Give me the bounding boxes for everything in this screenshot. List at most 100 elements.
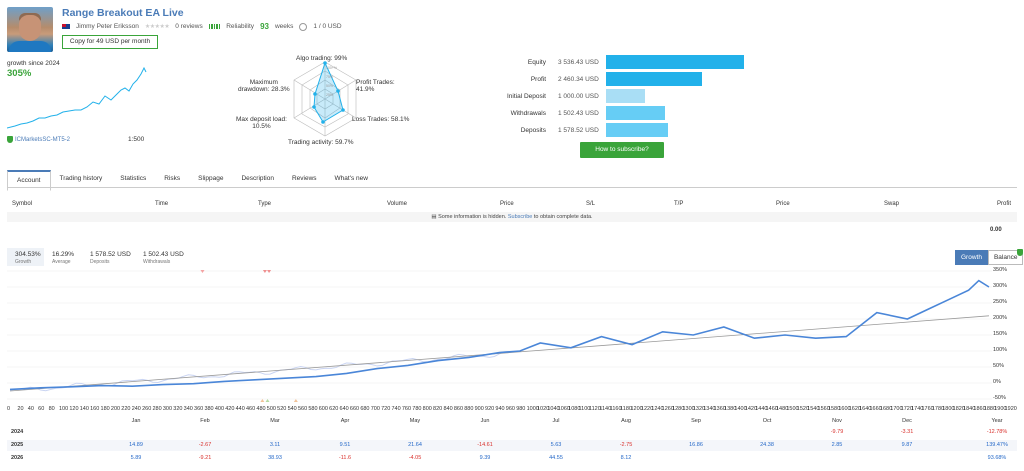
author-name[interactable]: Jimmy Peter Eriksson bbox=[76, 23, 139, 30]
tab-description[interactable]: Description bbox=[241, 175, 274, 182]
tab-statistics[interactable]: Statistics bbox=[120, 175, 147, 182]
note-suffix: to obtain complete data. bbox=[533, 214, 593, 220]
radar-point-loss bbox=[341, 108, 345, 112]
month-header: Oct bbox=[762, 418, 772, 424]
radar-profit-value: 41.9% bbox=[356, 86, 375, 94]
finance-bar bbox=[606, 72, 702, 86]
radar-point-algo bbox=[323, 61, 327, 65]
leverage: 1:500 bbox=[128, 136, 145, 143]
col-type[interactable]: Type bbox=[258, 201, 272, 207]
withdrawal-marker-icon bbox=[262, 270, 267, 273]
col-price[interactable]: Price bbox=[500, 201, 514, 207]
growth-chart[interactable] bbox=[7, 265, 992, 405]
stat-growth-value: 304.53% bbox=[15, 251, 41, 258]
col-tp[interactable]: T/P bbox=[674, 201, 684, 207]
author-avatar[interactable] bbox=[7, 7, 53, 52]
radar-deposit-value: 10.5% bbox=[252, 123, 271, 131]
tab-slippage[interactable]: Slippage bbox=[198, 175, 224, 182]
signal-title[interactable]: Range Breakout EA Live bbox=[62, 7, 184, 19]
x-tick-label: 1640 bbox=[859, 406, 872, 412]
month-header: Jun bbox=[480, 418, 490, 424]
tab-whats-new[interactable]: What's new bbox=[334, 175, 368, 182]
x-tick-label: 340 bbox=[183, 406, 193, 412]
reliability-bars-icon bbox=[208, 24, 221, 29]
col-time[interactable]: Time bbox=[155, 201, 169, 207]
monthly-return-cell: 9.87 bbox=[901, 442, 913, 448]
col-volume[interactable]: Volume bbox=[387, 201, 408, 207]
x-tick-label: 1300 bbox=[682, 406, 695, 412]
x-tick-label: 1080 bbox=[568, 406, 581, 412]
tab-account[interactable]: Account bbox=[7, 170, 51, 191]
x-tick-label: 0 bbox=[7, 406, 11, 412]
monthly-return-cell: -12.78% bbox=[986, 429, 1008, 435]
year-label: 2024 bbox=[11, 429, 24, 435]
stat-growth[interactable]: 304.53% Growth bbox=[15, 251, 41, 265]
x-tick-label: 40 bbox=[27, 406, 34, 412]
month-header: Mar bbox=[270, 418, 280, 424]
stat-deposits-label: Deposits bbox=[90, 259, 110, 265]
y-tick-label: 300% bbox=[993, 283, 1008, 289]
radar-label-algo: Algo trading: 99% bbox=[296, 55, 348, 62]
col-symbol[interactable]: Symbol bbox=[12, 201, 33, 207]
chart-mode-toggle: Growth Balance bbox=[955, 250, 1024, 265]
y-tick-label: 150% bbox=[993, 331, 1008, 337]
radar-drawdown-title: Maximum bbox=[249, 79, 278, 86]
x-tick-label: 400 bbox=[214, 406, 225, 412]
monthly-return-cell: 93.68% bbox=[987, 455, 1007, 461]
weeks-label: weeks bbox=[274, 23, 294, 30]
copy-button[interactable]: Copy for 49 USD per month bbox=[62, 35, 158, 49]
x-tick-label: 540 bbox=[287, 406, 297, 412]
x-tick-label: 1800 bbox=[942, 406, 955, 412]
radar-label-drawdown: Maximum drawdown: 28.3% bbox=[238, 79, 290, 94]
radar-deposit-title: Max deposit load: bbox=[236, 116, 287, 123]
x-tick-label: 860 bbox=[453, 406, 464, 412]
month-header: Feb bbox=[200, 418, 210, 424]
year-label: 2025 bbox=[11, 442, 24, 448]
x-tick-label: 1260 bbox=[661, 406, 674, 412]
col-swap[interactable]: Swap bbox=[884, 201, 900, 207]
x-tick-label: 240 bbox=[131, 406, 141, 412]
x-tick-label: 940 bbox=[495, 406, 505, 412]
x-tick-label: 1860 bbox=[973, 406, 986, 412]
stat-average[interactable]: 16.29% Average bbox=[52, 251, 74, 265]
col-profit[interactable]: Profit bbox=[997, 201, 1012, 207]
col-close-price[interactable]: Price bbox=[776, 201, 790, 207]
subscribe-button[interactable]: How to subscribe? bbox=[580, 142, 664, 158]
tab-risks[interactable]: Risks bbox=[164, 175, 181, 182]
x-tick-label: 1320 bbox=[692, 406, 706, 412]
month-header: Jul bbox=[552, 418, 560, 424]
x-tick-label: 80 bbox=[48, 406, 55, 412]
subscribers-count: 1 / 0 USD bbox=[313, 23, 342, 30]
x-tick-label: 1360 bbox=[713, 406, 726, 412]
growth-since-label: growth since 2024 bbox=[7, 60, 60, 67]
month-header: Dec bbox=[902, 418, 912, 424]
broker-name[interactable]: ICMarketsSC-MT5-2 bbox=[15, 136, 71, 143]
col-sl[interactable]: S/L bbox=[586, 201, 596, 207]
x-tick-label: 760 bbox=[401, 406, 412, 412]
finance-value: 1 502.43 USD bbox=[558, 110, 599, 117]
stat-withdrawals[interactable]: 1 502.43 USD Withdrawals bbox=[143, 251, 184, 265]
note-prefix: Some information is hidden. bbox=[438, 214, 507, 220]
y-tick-label: 350% bbox=[993, 267, 1008, 273]
subscribe-link[interactable]: Subscribe bbox=[507, 214, 533, 220]
radar-point-drawdown bbox=[313, 92, 317, 96]
toggle-balance[interactable]: Balance bbox=[987, 250, 1024, 265]
x-tick-label: 1120 bbox=[588, 406, 601, 412]
x-tick-label: 60 bbox=[38, 406, 45, 412]
month-header: Sep bbox=[691, 418, 701, 424]
mini-growth-line bbox=[7, 66, 147, 129]
x-tick-label: 180 bbox=[100, 406, 110, 412]
growth-stat-highlight bbox=[7, 248, 44, 266]
broker-link[interactable]: ICMarketsSC-MT5-2 bbox=[7, 136, 70, 143]
x-tick-label: 420 bbox=[225, 406, 235, 412]
stat-deposits[interactable]: 1 578.52 USD Deposits bbox=[90, 251, 131, 265]
x-tick-label: 1600 bbox=[838, 406, 851, 412]
toggle-growth[interactable]: Growth bbox=[955, 250, 988, 265]
month-header: Year bbox=[991, 418, 1003, 424]
month-header: May bbox=[409, 418, 421, 424]
tab-reviews[interactable]: Reviews bbox=[291, 175, 317, 182]
signal-meta: Jimmy Peter Eriksson ★★★★★ 0 reviews Rel… bbox=[62, 22, 342, 31]
tab-trading-history[interactable]: Trading history bbox=[59, 175, 103, 182]
reviews-count[interactable]: 0 reviews bbox=[175, 23, 203, 30]
x-tick-label: 1460 bbox=[765, 406, 778, 412]
